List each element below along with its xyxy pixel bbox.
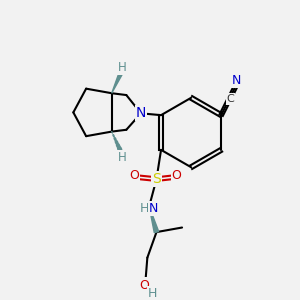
Text: O: O <box>140 280 149 292</box>
Text: H: H <box>118 151 127 164</box>
Polygon shape <box>112 72 122 93</box>
Text: C: C <box>226 94 234 104</box>
Text: N: N <box>232 74 242 87</box>
Polygon shape <box>149 206 159 233</box>
Text: H: H <box>148 287 158 300</box>
Text: H: H <box>118 61 127 74</box>
Text: H: H <box>140 202 149 215</box>
Text: N: N <box>149 202 158 215</box>
Text: O: O <box>130 169 140 182</box>
Text: N: N <box>136 106 146 120</box>
Text: S: S <box>152 172 161 186</box>
Text: O: O <box>172 169 182 182</box>
